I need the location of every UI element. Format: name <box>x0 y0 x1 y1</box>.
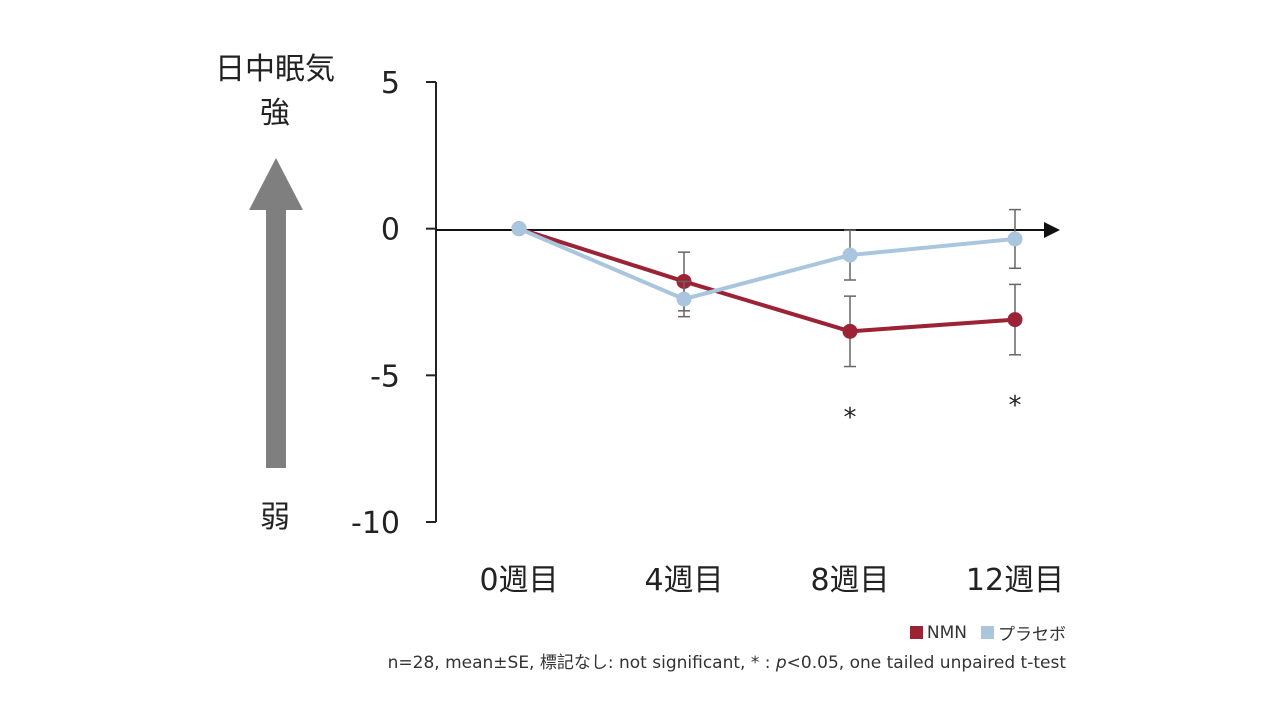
direction-arrow-shaft <box>266 210 286 468</box>
footnote-prefix: n=28, mean±SE, 標記なし: not significant, * … <box>387 653 776 673</box>
legend-entry-nmn: NMN <box>909 622 967 643</box>
series-nmn <box>511 221 1023 368</box>
x-axis-arrowhead <box>1044 222 1060 238</box>
series-placebo <box>511 208 1023 318</box>
legend-swatch-nmn <box>909 626 923 639</box>
x-tick-label: 4週目 <box>644 563 723 598</box>
significance-marks: * * <box>844 391 1022 433</box>
y-axis-low-label: 弱 <box>260 500 290 535</box>
y-ticks: 5 0 -5 -10 <box>351 66 436 541</box>
y-tick-label: -5 <box>370 359 400 394</box>
data-point-placebo <box>676 291 692 307</box>
legend-entry-placebo: プラセボ <box>981 620 1066 645</box>
significance-mark: * <box>844 403 857 433</box>
y-tick-label: 0 <box>381 213 400 248</box>
significance-mark: * <box>1009 391 1022 421</box>
y-axis-title: 日中眠気 <box>215 52 335 87</box>
x-tick-label: 0週目 <box>479 563 558 598</box>
legend-label-placebo: プラセボ <box>998 625 1066 645</box>
series-layer <box>511 208 1023 368</box>
series-line-placebo <box>518 226 1016 302</box>
footnote-suffix: <0.05, one tailed unpaired t-test <box>786 653 1066 673</box>
legend-swatch-placebo <box>981 626 994 639</box>
x-tick-label: 8週目 <box>810 563 889 598</box>
y-tick-label: 5 <box>381 66 400 101</box>
x-tick-label: 12週目 <box>966 563 1064 598</box>
y-tick-label: -10 <box>351 506 400 541</box>
series-line-nmn <box>518 226 1016 334</box>
data-point-placebo <box>511 221 527 237</box>
data-point-nmn <box>1007 312 1023 328</box>
footnote: n=28, mean±SE, 標記なし: not significant, * … <box>388 648 1066 673</box>
y-axis-high-label: 強 <box>260 96 290 131</box>
data-point-placebo <box>842 247 858 263</box>
data-point-nmn <box>842 323 858 339</box>
x-ticks: 0週目 4週目 8週目 12週目 <box>479 563 1064 598</box>
footnote-p: p <box>775 653 787 673</box>
data-point-placebo <box>1007 231 1023 247</box>
direction-arrow-head <box>249 158 303 210</box>
legend: NMN プラセボ <box>909 620 1066 645</box>
legend-label-nmn: NMN <box>926 622 967 643</box>
